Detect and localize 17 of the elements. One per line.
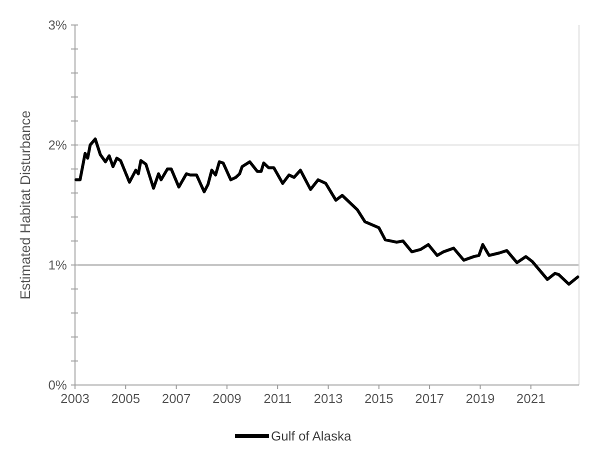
x-tick-label: 2011	[264, 391, 292, 406]
x-tick-label: 2009	[212, 391, 242, 406]
x-tick-label: 2017	[415, 391, 444, 406]
y-tick-label: 1%	[48, 258, 68, 273]
x-tick-label: 2015	[364, 391, 394, 406]
y-tick-label: 0%	[48, 378, 68, 393]
y-tick-label: 2%	[48, 138, 68, 153]
x-tick-label: 2021	[516, 391, 546, 406]
y-axis-title: Estimated Habitat Disturbance	[17, 110, 33, 300]
x-tick-label: 2007	[162, 391, 191, 406]
x-tick-label: 2005	[111, 391, 140, 406]
x-tick-label: 2003	[60, 391, 90, 406]
x-tick-label: 2013	[314, 391, 343, 406]
line-series	[74, 138, 580, 286]
y-tick-label: 3%	[48, 18, 68, 33]
legend-label: Gulf of Alaska	[271, 428, 352, 444]
x-tick-label: 2019	[466, 391, 495, 406]
